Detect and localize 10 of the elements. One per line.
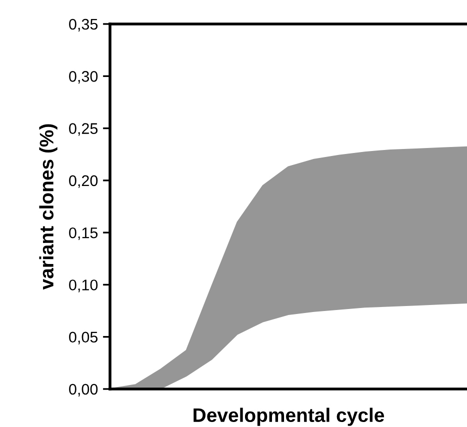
y-axis-title: variant clones (%) xyxy=(39,124,58,290)
y-tick-label: 0,15 xyxy=(69,227,98,240)
y-tick-label: 0,20 xyxy=(69,175,98,188)
y-tick-label: 0,05 xyxy=(69,332,98,344)
y-tick-label: 0,00 xyxy=(69,384,98,396)
y-tick-label: 0,35 xyxy=(69,18,98,32)
x-axis-title: Developmental cycle xyxy=(194,408,384,426)
y-tick-label: 0,10 xyxy=(69,280,98,292)
y-tick-label: 0,25 xyxy=(69,123,98,136)
y-tick-label: 0,30 xyxy=(69,71,98,84)
